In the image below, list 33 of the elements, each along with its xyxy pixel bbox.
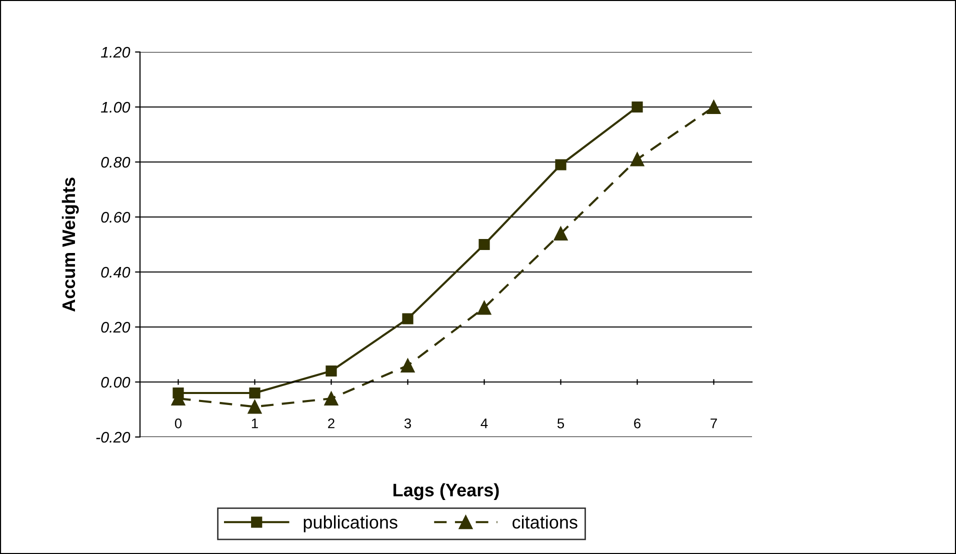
point (554, 226, 568, 240)
x-tick-label: 2 (328, 418, 334, 428)
y-tick-label: 0.40 (101, 266, 130, 278)
y-tick-label: 0.00 (101, 376, 130, 388)
y-tick-label: 0.20 (101, 322, 130, 333)
point (402, 313, 414, 324)
x-tick-label: 6 (634, 418, 640, 428)
y-tick-label: 0.60 (101, 212, 130, 223)
point (706, 100, 721, 114)
point (326, 365, 337, 377)
point (249, 387, 260, 399)
point (400, 358, 415, 372)
legend-label: publications (304, 515, 398, 532)
y-tick-label: 1.20 (100, 46, 130, 58)
x-axis-title: Lags (Years) (394, 483, 499, 500)
y-tick-label: -0.20 (96, 432, 130, 443)
point (477, 300, 492, 315)
x-tick-label: 0 (174, 418, 182, 428)
x-tick-label: 3 (404, 418, 411, 428)
point (630, 152, 644, 166)
point (555, 159, 566, 170)
y-tick-label: 0.80 (101, 156, 130, 168)
x-tick-label: 5 (557, 418, 564, 428)
x-tick-label: 7 (710, 418, 717, 428)
x-tick-label: 1 (252, 418, 258, 428)
y-tick-label: 1.00 (100, 102, 130, 113)
point (324, 392, 338, 406)
y-axis-title: Accum Weights (62, 178, 79, 312)
x-tick-label: 4 (480, 418, 488, 428)
point (478, 238, 490, 250)
legend-label: citations (512, 515, 578, 529)
point (632, 101, 643, 113)
point (248, 400, 262, 414)
